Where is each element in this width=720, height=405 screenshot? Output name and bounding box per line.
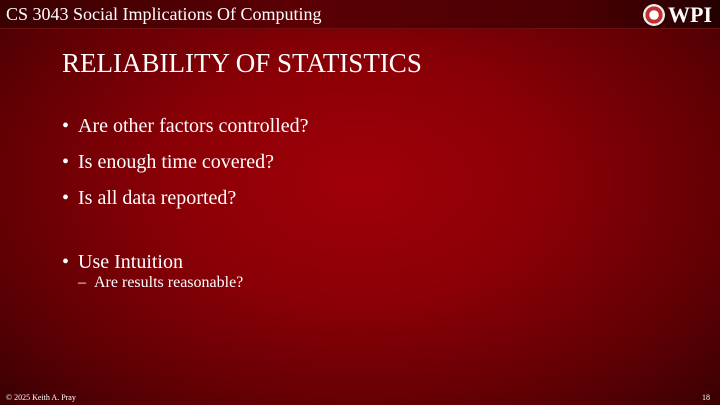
- course-title: CS 3043 Social Implications Of Computing: [6, 4, 322, 24]
- sub-bullet-text: Are results reasonable?: [94, 274, 244, 291]
- bullet-item: Use Intuition: [62, 244, 308, 280]
- bullet-list: Are other factors controlled? Is enough …: [62, 108, 308, 280]
- bullet-item: Is all data reported?: [62, 180, 308, 216]
- sub-bullet-marker: –: [78, 274, 86, 291]
- slide-title: RELIABILITY OF STATISTICS: [62, 48, 422, 78]
- wpi-logo: WPI: [643, 2, 712, 28]
- header-bar: CS 3043 Social Implications Of Computing…: [0, 0, 720, 29]
- page-number: 18: [702, 393, 710, 402]
- wpi-wordmark: WPI: [668, 2, 712, 27]
- copyright: © 2025 Keith A. Pray: [6, 393, 76, 402]
- bullet-item: Is enough time covered?: [62, 144, 308, 180]
- bullet-item: Are other factors controlled?: [62, 108, 308, 144]
- sub-bullet: – Are results reasonable?: [78, 274, 243, 292]
- wpi-seal-icon: [643, 4, 665, 26]
